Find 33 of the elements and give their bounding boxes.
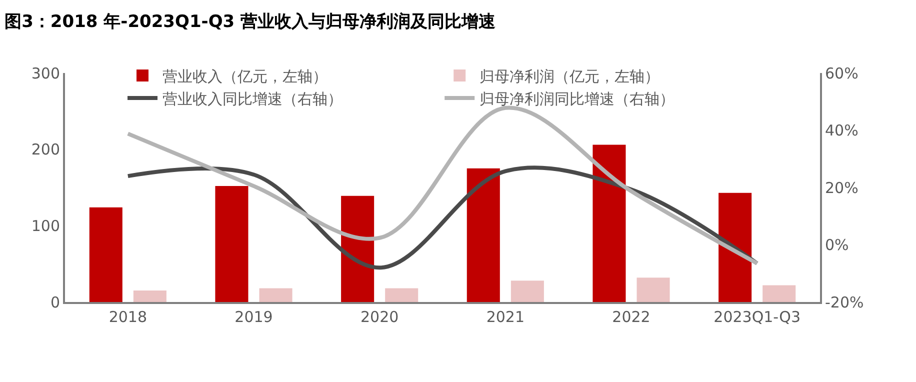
legend-label: 归母净利润（亿元，左轴）	[480, 67, 660, 86]
x-tick-label: 2019	[234, 308, 273, 326]
bar	[133, 290, 166, 302]
y2-tick-label: 60%	[825, 64, 858, 82]
bar	[718, 192, 752, 302]
y2-tick-label: 20%	[825, 178, 858, 197]
bar	[510, 280, 544, 302]
line-series	[126, 106, 760, 266]
y2-tick-label: -20%	[825, 293, 864, 312]
y-tick-label: 100	[31, 216, 60, 235]
bar	[592, 144, 626, 302]
bar	[385, 288, 418, 302]
x-tick-label: 2018	[108, 308, 148, 326]
x-tick-label: 2021	[486, 308, 525, 326]
bar	[762, 285, 796, 302]
y2-tick-label: 40%	[825, 122, 858, 140]
bar	[89, 207, 122, 302]
chart-title: 图3：2018 年-2023Q1-Q3 营业收入与归母净利润及同比增速	[4, 12, 496, 32]
bar	[215, 186, 248, 302]
bar	[636, 278, 670, 302]
x-tick-label: 2022	[612, 308, 650, 326]
legend-label: 营业收入同比增速（右轴）	[162, 90, 342, 108]
bar	[466, 168, 500, 302]
y2-tick-label: 0%	[825, 236, 849, 254]
x-tick-label: 2023Q1-Q3	[714, 308, 800, 326]
legend-label: 营业收入（亿元，左轴）	[162, 67, 328, 86]
x-tick-label: 2020	[360, 308, 399, 326]
y-tick-label: 200	[31, 140, 60, 159]
legend-label: 归母净利润同比增速（右轴）	[480, 90, 675, 108]
y-tick-label: 300	[31, 64, 60, 82]
bar	[259, 288, 292, 302]
y-tick-label: 0	[50, 293, 60, 312]
bar	[341, 196, 374, 302]
